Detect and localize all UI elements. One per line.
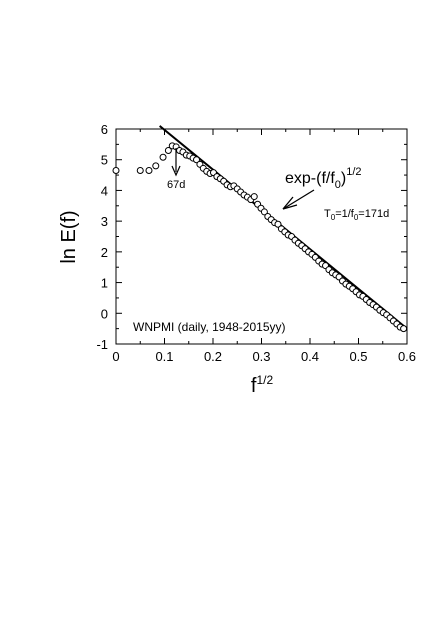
y-tick-label: 0 — [101, 306, 108, 321]
peak-label: 67d — [167, 179, 185, 191]
data-point — [112, 166, 120, 174]
y-tick-label: 5 — [101, 153, 108, 168]
fit-label: exp-(f/f0)1/2 — [285, 166, 362, 191]
y-tick-label: 4 — [101, 183, 108, 198]
data-point — [260, 208, 268, 216]
plot-frame — [115, 128, 408, 345]
fit-arrow — [282, 189, 315, 210]
data-point — [136, 166, 144, 174]
y-tick-label: 2 — [101, 245, 108, 260]
x-axis-label: f1/2 — [251, 373, 274, 397]
x-tick-label: 0.4 — [301, 349, 319, 364]
x-tick-label: 0.3 — [252, 349, 270, 364]
y-axis-label: ln E(f) — [58, 210, 80, 263]
data-point — [400, 325, 408, 333]
x-axis-label-exponent: 1/2 — [256, 373, 273, 387]
y-tick-label: 1 — [101, 276, 108, 291]
x-tick-label: 0.2 — [204, 349, 222, 364]
peak-arrow — [171, 148, 181, 177]
data-point — [250, 193, 258, 201]
y-tick-label: -1 — [96, 337, 108, 352]
x-tick-label: 0.5 — [349, 349, 367, 364]
x-tick-labels: 0 0.1 0.2 0.3 0.4 0.5 0.6 — [112, 349, 416, 364]
fit-label-sub: 0 — [335, 179, 341, 191]
y-tick-label: 3 — [101, 214, 108, 229]
period-label-rest: =171d — [358, 208, 389, 220]
x-axis-label-base: f — [251, 375, 257, 397]
dataset-label: WNPMI (daily, 1948-2015yy) — [133, 320, 286, 334]
period-label: T0=1/f0=171d — [324, 208, 389, 222]
y-tick-label: 6 — [101, 122, 108, 137]
fit-label-sup: 1/2 — [346, 166, 361, 178]
period-label-f-sub: 0 — [354, 213, 359, 222]
data-point — [274, 220, 282, 228]
fit-label-base: exp-(f/f — [285, 170, 335, 187]
x-tick-label: 0 — [112, 349, 119, 364]
data-point — [152, 162, 160, 170]
data-point — [145, 166, 153, 174]
period-label-t-sub: 0 — [331, 213, 336, 222]
x-tick-label: 0.1 — [155, 349, 173, 364]
data-point — [193, 156, 201, 164]
y-tick-labels: -1 0 1 2 3 4 5 6 — [96, 122, 108, 352]
data-point — [164, 147, 172, 154]
period-label-t: T — [324, 208, 331, 220]
x-tick-label: 0.6 — [398, 349, 416, 364]
axis-ticks — [115, 128, 408, 345]
data-point — [159, 153, 167, 161]
fit-label-close: ) — [341, 170, 346, 187]
period-label-mid: =1/f — [335, 208, 355, 220]
data-points — [112, 142, 408, 333]
